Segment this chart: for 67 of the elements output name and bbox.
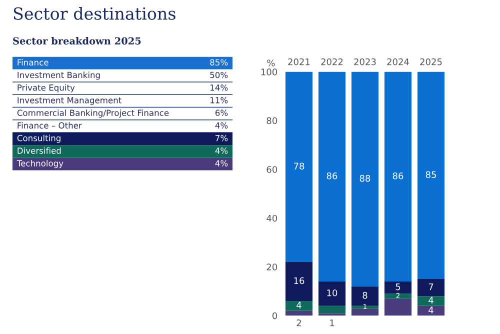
bar bbox=[384, 281, 412, 294]
bar bbox=[285, 262, 313, 301]
category-label: Consulting bbox=[17, 134, 60, 143]
bar bbox=[318, 306, 346, 314]
text: 7% bbox=[216, 134, 228, 142]
x-tick-label: 2025 bbox=[420, 58, 442, 66]
data-label: 86 bbox=[392, 172, 404, 180]
data-label: 85 bbox=[426, 171, 436, 178]
category-label: Diversified bbox=[18, 147, 61, 154]
bar bbox=[351, 308, 379, 316]
bar bbox=[417, 296, 445, 306]
text: 4% bbox=[215, 148, 228, 154]
data-label: 88 bbox=[360, 174, 370, 182]
category-label: Private Equity bbox=[18, 84, 75, 92]
bar bbox=[417, 306, 445, 316]
bar bbox=[384, 72, 412, 282]
bar bbox=[351, 286, 379, 306]
y-tick-label: 60 bbox=[266, 166, 278, 173]
bar bbox=[318, 72, 346, 282]
data-label: 78 bbox=[294, 162, 304, 170]
text: 4% bbox=[215, 160, 228, 166]
bar bbox=[351, 72, 379, 286]
bar bbox=[285, 72, 313, 262]
y-tick-label: 0 bbox=[272, 312, 278, 320]
category-label: Investment Management bbox=[18, 97, 122, 105]
text: Sector breakdown 2025 bbox=[13, 37, 141, 45]
y-tick-label: 40 bbox=[266, 214, 278, 222]
bar bbox=[417, 72, 445, 280]
data-label: 16 bbox=[294, 277, 304, 284]
x-tick-label: 2021 bbox=[288, 58, 310, 66]
category-label: Commercial Banking/Project Finance bbox=[17, 110, 169, 118]
x-tick-label: 2023 bbox=[354, 58, 376, 66]
data-label: 5 bbox=[396, 284, 400, 290]
category-label: Finance – Other bbox=[18, 122, 82, 129]
data-label: 1 bbox=[330, 320, 334, 326]
data-label: 4 bbox=[428, 306, 434, 314]
bar bbox=[417, 279, 445, 296]
data-label: 8 bbox=[362, 292, 368, 299]
bar bbox=[318, 281, 346, 306]
text: 6% bbox=[215, 110, 228, 116]
x-tick-label: 2022 bbox=[321, 58, 343, 66]
text: Sector destinations bbox=[14, 6, 176, 20]
bar bbox=[285, 310, 313, 316]
y-axis-title: % bbox=[267, 60, 275, 66]
text: 4% bbox=[215, 122, 228, 129]
bar bbox=[384, 294, 412, 299]
data-label: 2 bbox=[296, 319, 301, 326]
y-tick-label: 20 bbox=[266, 264, 278, 270]
bar bbox=[285, 301, 313, 311]
text: 14% bbox=[210, 84, 228, 91]
data-label: 4 bbox=[428, 296, 434, 304]
data-label: 86 bbox=[326, 172, 338, 180]
y-tick-label: 80 bbox=[266, 117, 278, 124]
text: 50% bbox=[210, 72, 228, 78]
category-label: Finance bbox=[18, 59, 48, 66]
bar bbox=[384, 298, 412, 316]
category-label: Investment Banking bbox=[18, 72, 100, 80]
bar bbox=[318, 313, 346, 316]
data-label: 7 bbox=[428, 284, 434, 290]
text: 11% bbox=[210, 97, 228, 104]
category-label: Technology bbox=[16, 160, 64, 168]
y-tick-label: 100 bbox=[261, 68, 278, 76]
bar bbox=[351, 306, 379, 308]
x-tick-label: 2024 bbox=[387, 58, 409, 66]
text: 85% bbox=[210, 59, 228, 66]
data-label: 10 bbox=[327, 289, 338, 296]
data-label: 4 bbox=[296, 302, 302, 308]
